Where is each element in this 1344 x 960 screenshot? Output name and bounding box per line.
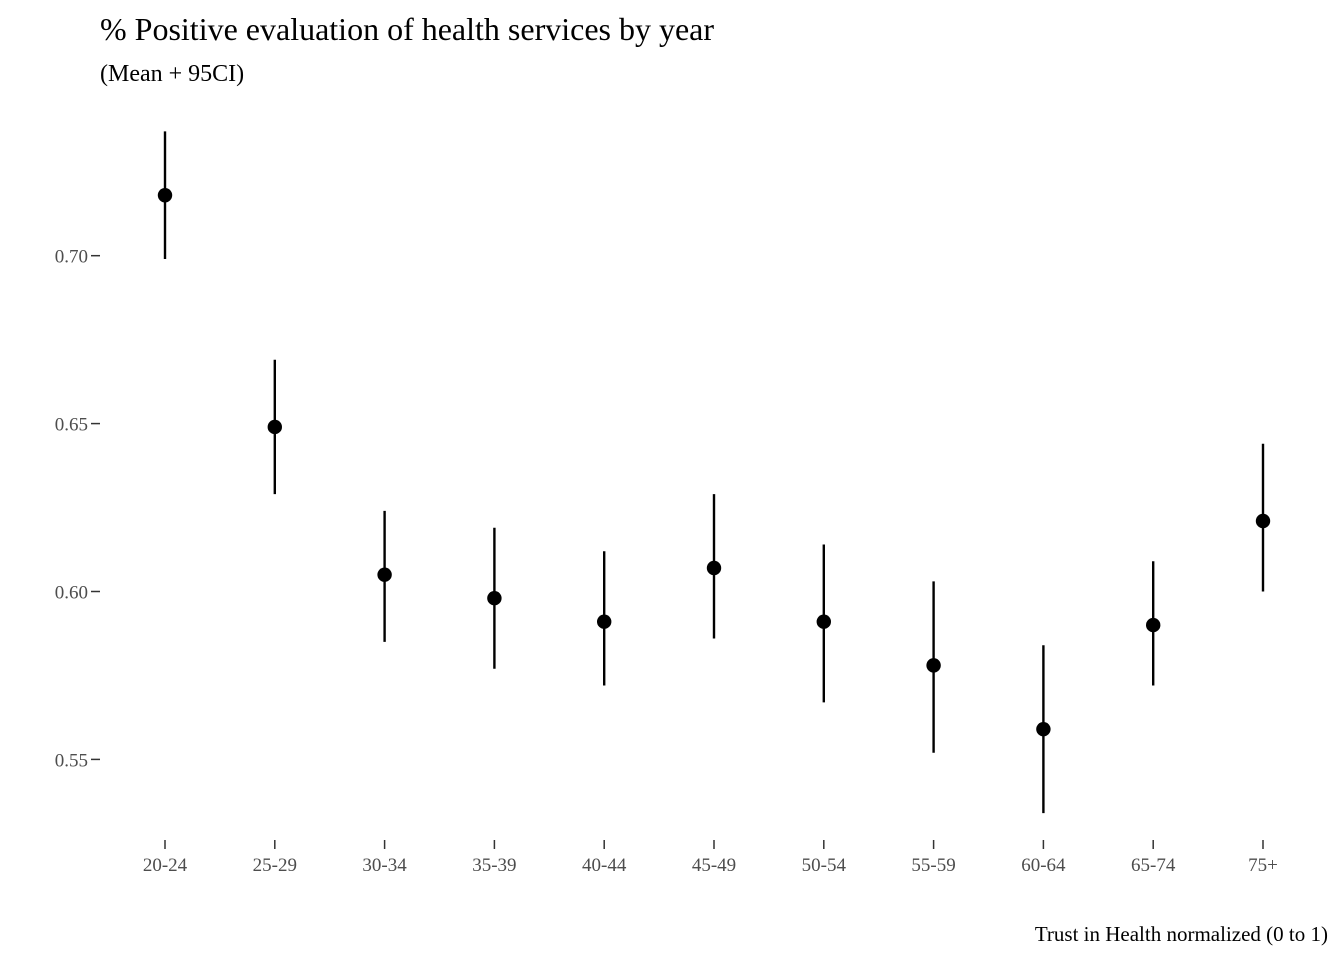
data-point	[706, 560, 722, 576]
y-tick-label: 0.60	[55, 582, 88, 603]
data-point	[1036, 721, 1051, 737]
chart-subtitle: (Mean + 95CI)	[100, 61, 244, 87]
data-point	[1255, 513, 1271, 529]
x-tick-label: 75+	[1248, 855, 1278, 876]
x-axis: 20-24 25-29 30-34 35-39 40-44 45-49 50-54 55-59…	[143, 840, 1278, 876]
x-tick-label: 60-64	[1021, 855, 1066, 876]
chart-title: % Positive evaluation of health services…	[100, 11, 714, 47]
data-marks	[157, 131, 1271, 814]
y-tick-label: 0.55	[55, 750, 88, 771]
data-point	[816, 614, 831, 629]
x-tick-label: 45-49	[692, 855, 736, 876]
y-tick-label: 0.70	[55, 247, 88, 268]
x-tick-label: 50-54	[802, 855, 847, 876]
x-tick-label: 40-44	[582, 855, 627, 876]
x-tick-label: 25-29	[253, 855, 297, 876]
x-tick-label: 30-34	[362, 855, 407, 876]
x-axis-label: Trust in Health normalized (0 to 1)	[1035, 922, 1328, 946]
data-point	[267, 419, 282, 435]
data-point	[926, 658, 941, 673]
x-tick-label: 55-59	[911, 855, 955, 876]
y-axis: 0.55 0.60 0.65 0.70	[55, 247, 100, 771]
data-point	[377, 567, 392, 582]
y-tick-label: 0.65	[55, 415, 88, 436]
data-point	[487, 591, 502, 606]
data-point	[1146, 617, 1161, 633]
x-tick-label: 35-39	[472, 855, 516, 876]
x-tick-label: 20-24	[143, 855, 188, 876]
data-point	[157, 188, 173, 203]
data-point	[597, 614, 612, 629]
x-tick-label: 65-74	[1131, 855, 1176, 876]
